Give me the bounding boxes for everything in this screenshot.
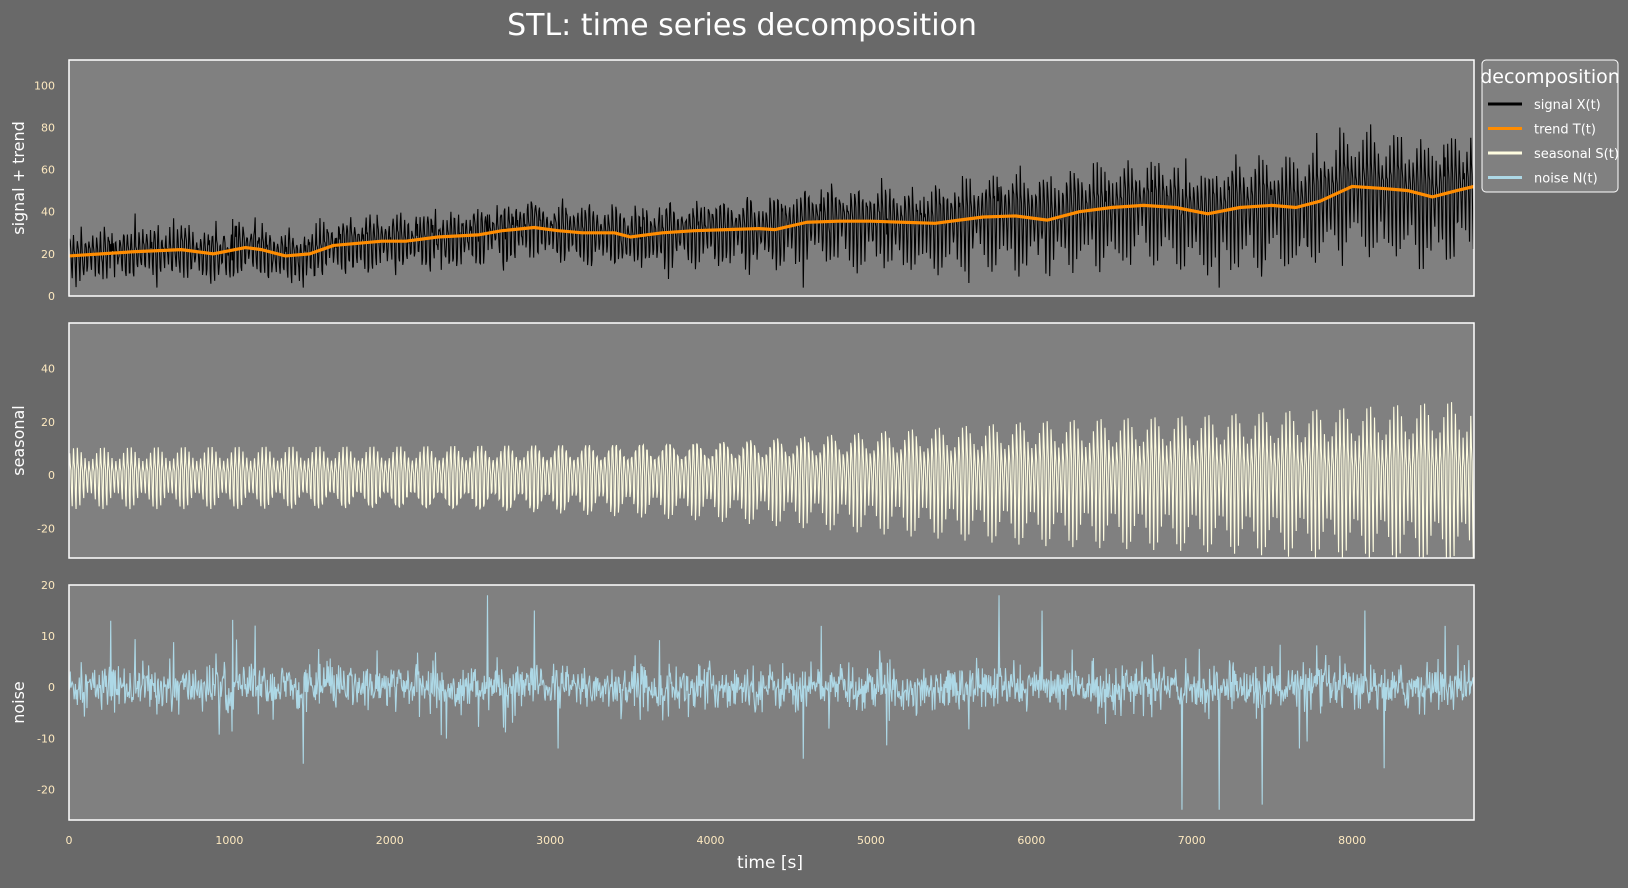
axes-frame <box>68 322 1475 559</box>
y-tick-label: 100 <box>34 79 55 92</box>
y-tick-label: 0 <box>48 681 55 694</box>
x-tick-label: 8000 <box>1338 834 1366 847</box>
y-tick-label: -20 <box>37 783 55 796</box>
y-tick-label: -20 <box>37 523 55 536</box>
legend-item-label: signal X(t) <box>1534 98 1601 113</box>
y-axis-label: signal + trend <box>9 121 28 235</box>
y-tick-label: 0 <box>48 469 55 482</box>
y-tick-label: 20 <box>41 579 55 592</box>
y-axis-label: seasonal <box>9 405 28 476</box>
legend-items: signal X(t) trend T(t) seasonal S(t) noise … <box>1488 98 1619 187</box>
legend-item-label: seasonal S(t) <box>1534 147 1619 162</box>
y-tick-label: 0 <box>48 290 55 303</box>
y-tick-label: 20 <box>41 248 55 261</box>
panel-seasonal: -20 0 20 40 seasonal <box>9 322 1475 559</box>
x-tick-label: 2000 <box>376 834 404 847</box>
y-tick-label: 10 <box>41 630 55 643</box>
x-tick-label: 4000 <box>697 834 725 847</box>
axes-background <box>69 585 1474 820</box>
chart-title: STL: time series decomposition <box>507 8 977 43</box>
y-tick-label: 60 <box>41 164 55 177</box>
legend-frame <box>1481 59 1619 193</box>
panel-noise: -20 -10 0 10 20 noise 0 1000 2000 3000 4000 5000 600… <box>9 579 1475 847</box>
y-tick-label: 20 <box>41 416 55 429</box>
panel-signal-trend: 0 20 40 60 80 100 signal + trend <box>9 59 1475 303</box>
y-tick-label: 40 <box>41 362 55 375</box>
y-tick-label: -10 <box>37 732 55 745</box>
x-tick-label: 7000 <box>1178 834 1206 847</box>
legend-title: decomposition <box>1480 66 1620 88</box>
legend: decomposition signal X(t) trend T(t) seaso… <box>1480 59 1620 193</box>
legend-item-label: noise N(t) <box>1534 172 1598 187</box>
axes-frame <box>68 59 1475 297</box>
y-axis-label: noise <box>9 681 28 724</box>
x-tick-label: 0 <box>66 834 73 847</box>
legend-item-label: trend T(t) <box>1534 123 1596 138</box>
series-line-noise <box>69 595 1474 810</box>
series-group <box>69 124 1474 288</box>
x-tick-label: 3000 <box>536 834 564 847</box>
x-axis-label: time [s] <box>737 853 803 873</box>
x-tick-label: 5000 <box>857 834 885 847</box>
series-group <box>69 402 1474 558</box>
y-tick-label: 80 <box>41 121 55 134</box>
y-tick-label: 40 <box>41 206 55 219</box>
x-tick-label: 1000 <box>215 834 243 847</box>
series-line-seasonal <box>69 402 1474 558</box>
series-line-trend <box>69 184 1474 258</box>
series-line-signal <box>69 124 1474 288</box>
axes-frame <box>68 584 1475 821</box>
x-tick-label: 6000 <box>1017 834 1045 847</box>
series-group <box>69 595 1474 810</box>
